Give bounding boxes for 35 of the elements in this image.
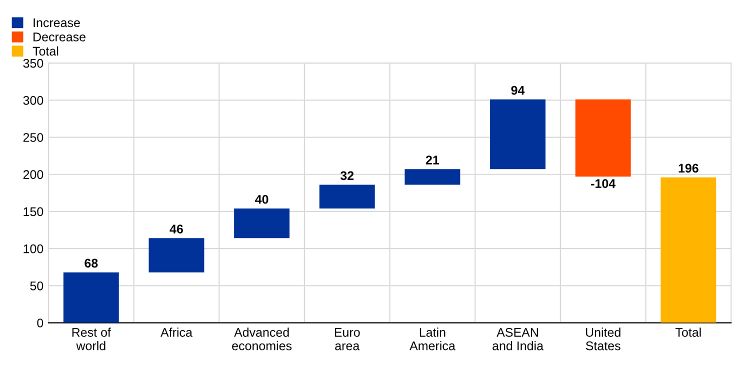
data-label: 32 <box>340 171 354 180</box>
legend-label: Increase <box>34 18 80 28</box>
legend-label: Total <box>32 46 58 56</box>
y-tick-label: 300 <box>23 96 44 105</box>
x-tick-label: United States <box>586 328 620 350</box>
data-label: 68 <box>84 258 98 268</box>
y-tick-label: 50 <box>30 281 44 290</box>
bar <box>490 99 546 170</box>
data-label: 196 <box>678 164 698 173</box>
bar <box>404 169 460 185</box>
bar <box>63 272 119 323</box>
data-label: 46 <box>170 224 183 234</box>
y-tick-label: 200 <box>23 170 44 180</box>
bar <box>660 177 716 323</box>
x-tick-label: Advanced economies <box>232 328 292 350</box>
y-tick-label: 150 <box>24 207 44 216</box>
data-label: -104 <box>591 179 616 188</box>
x-tick-label: Total <box>676 328 701 337</box>
y-tick-label: 350 <box>23 58 44 68</box>
data-label: 40 <box>255 194 268 204</box>
y-tick-label: 0 <box>37 318 44 328</box>
x-tick-label: ASEAN and India <box>492 328 544 350</box>
legend-label: Decrease <box>34 32 86 42</box>
data-label: 94 <box>511 86 525 95</box>
bar <box>234 208 290 238</box>
y-tick-label: 100 <box>24 244 44 254</box>
bar <box>575 99 631 177</box>
x-tick-label: Rest of world <box>72 328 111 350</box>
x-tick-label: Euro area <box>334 328 360 350</box>
bar <box>148 238 204 272</box>
data-label: 21 <box>426 156 440 164</box>
x-tick-label: Latin America <box>410 328 456 350</box>
y-tick-label: 250 <box>23 133 44 142</box>
bar <box>319 184 375 208</box>
x-tick-label: Africa <box>160 328 192 337</box>
